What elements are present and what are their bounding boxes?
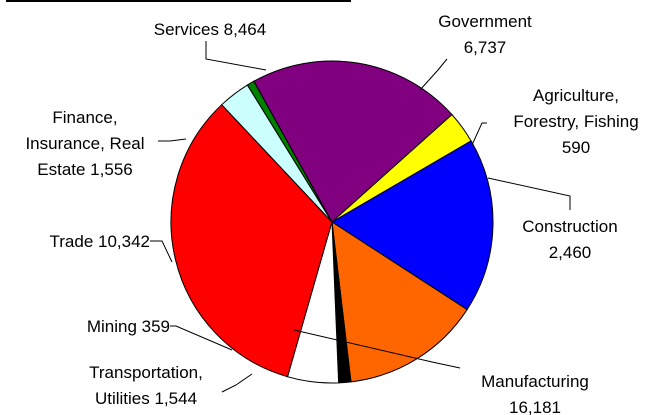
slice-labels: Manufacturing 16,181 Transportation, Utilit… <box>25 12 638 415</box>
slice-trade <box>253 60 453 223</box>
label-mining: Mining 359 <box>87 317 170 336</box>
clipped-title-fragment <box>6 0 351 10</box>
label-government: Government 6,737 <box>438 12 532 57</box>
leader-line-agriculture-forestry-fishing <box>471 122 487 146</box>
label-line: Government <box>438 12 532 31</box>
label-line: Finance, <box>52 108 117 127</box>
label-line: 590 <box>562 138 590 157</box>
leader-line-manufacturing <box>293 329 461 369</box>
slice-manufacturing <box>170 103 333 378</box>
leader-line-mining <box>170 325 233 351</box>
label-line: Manufacturing <box>481 372 589 391</box>
label-line: Construction <box>522 217 617 236</box>
label-services: Services 8,464 <box>154 20 266 39</box>
leader-line-government <box>419 58 448 91</box>
leader-line-finance-insurance-real-estate <box>158 138 187 142</box>
leader-line-trade <box>150 240 173 263</box>
label-line: Forestry, Fishing <box>513 112 638 131</box>
leader-line-transportation-utilities <box>221 373 253 393</box>
label-trade: Trade 10,342 <box>50 232 151 251</box>
label-finance-insurance-real-estate: Finance, Insurance, Real Estate 1,556 <box>25 108 144 179</box>
label-line: 6,737 <box>464 38 507 57</box>
slice-construction <box>287 221 340 384</box>
label-line: 2,460 <box>549 243 592 262</box>
label-line: Utilities 1,544 <box>95 389 197 408</box>
label-line: Agriculture, <box>533 86 619 105</box>
label-transportation-utilities: Transportation, Utilities 1,544 <box>89 363 203 408</box>
label-line: Trade 10,342 <box>50 232 151 251</box>
leader-line-services <box>205 41 267 71</box>
pie-slices <box>170 60 494 384</box>
label-agriculture-forestry-fishing: Agriculture, Forestry, Fishing 590 <box>513 86 638 157</box>
leader-lines <box>150 41 571 393</box>
label-line: 16,181 <box>509 398 561 415</box>
slice-services <box>331 140 494 311</box>
label-line: Services 8,464 <box>154 20 266 39</box>
label-line: Transportation, <box>89 363 203 382</box>
leader-line-construction <box>487 177 571 210</box>
label-line: Estate 1,556 <box>37 160 132 179</box>
label-line: Insurance, Real <box>25 134 144 153</box>
label-line: Mining 359 <box>87 317 170 336</box>
label-manufacturing: Manufacturing 16,181 <box>481 372 589 415</box>
label-construction: Construction 2,460 <box>522 217 617 262</box>
